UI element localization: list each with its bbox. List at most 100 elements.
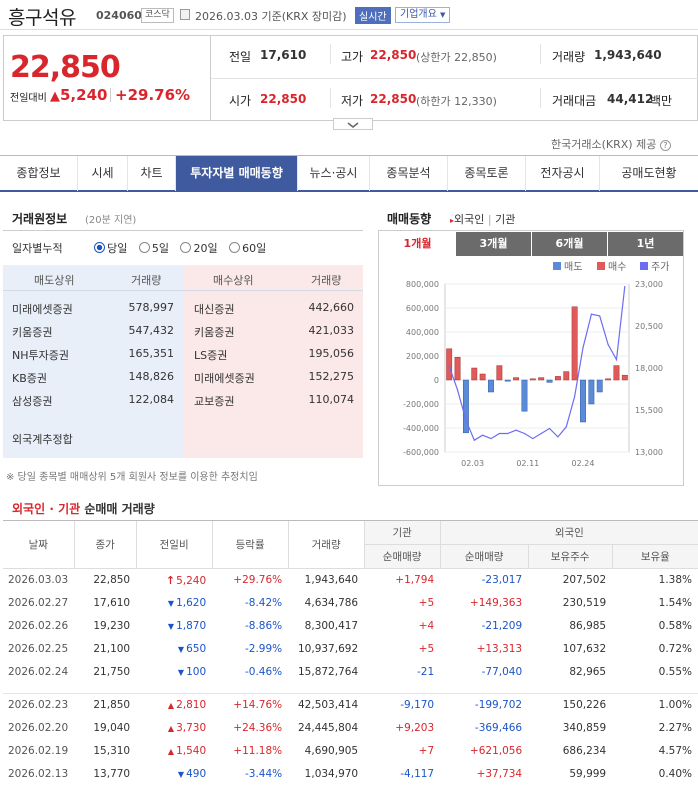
buy-broker-name[interactable]: LS증권 <box>194 349 228 362</box>
title-sep: · <box>49 502 54 516</box>
broker-title: 거래원정보 <box>12 212 68 226</box>
cell-volume: 10,937,692 <box>298 643 359 655</box>
corp-info-button[interactable]: 기업개요 ▼ <box>395 7 451 23</box>
cell-rate: -8.42% <box>244 597 283 609</box>
expand-button[interactable] <box>333 118 373 130</box>
up-arrow-icon <box>168 699 176 711</box>
y-right-tick: 15,500 <box>635 406 663 415</box>
radio-5day[interactable]: 5일 <box>138 242 169 255</box>
period-tab-1m[interactable]: 1개월 <box>379 232 455 256</box>
radio-label: 5일 <box>151 242 169 255</box>
divider <box>211 78 698 79</box>
cell-foreign-rate: 0.72% <box>658 643 692 655</box>
buy-broker-name[interactable]: 미래에셋증권 <box>194 372 255 385</box>
cell-inst-net: -21 <box>416 666 435 678</box>
institution-link[interactable]: 기관 <box>495 213 516 226</box>
radio-label: 당일 <box>107 242 128 255</box>
current-price: 22,850 <box>10 50 121 85</box>
radio-60day[interactable]: 60일 <box>229 242 266 255</box>
cell-foreign-hold: 230,519 <box>562 597 607 609</box>
y-left-tick: 400,000 <box>406 328 439 337</box>
row-gap <box>3 683 698 694</box>
market-badge: 코스닥 <box>141 8 174 23</box>
radio-20day[interactable]: 20일 <box>180 242 218 255</box>
lower-limit: (하한가 12,330) <box>416 95 497 108</box>
buy-broker-volume: 195,056 <box>308 347 355 360</box>
period-tab-3m[interactable]: 3개월 <box>455 232 531 256</box>
tab-overview[interactable]: 종합정보 <box>0 156 78 191</box>
cell-inst-net: +5 <box>418 643 435 655</box>
sell-broker-name[interactable]: NH투자증권 <box>12 349 69 362</box>
buy-broker-name[interactable]: 교보증권 <box>194 395 235 408</box>
cell-date: 2026.02.25 <box>8 643 69 655</box>
buy-broker-name[interactable]: 대신증권 <box>194 303 235 316</box>
date-value: 2026.03.03 <box>195 10 258 23</box>
buy-bar <box>563 371 570 381</box>
tab-quote[interactable]: 시세 <box>78 156 128 191</box>
trend-chart: 매도 매수 주가 800,000 600,000 400,000 200,000 0 -2… <box>403 261 669 468</box>
tab-news[interactable]: 뉴스·공시 <box>298 156 370 191</box>
cell-foreign-rate: 1.38% <box>658 574 692 587</box>
y-right-tick: 13,000 <box>635 448 663 457</box>
tab-analysis[interactable]: 종목분석 <box>370 156 448 191</box>
change-value: 1,620 <box>176 597 207 609</box>
sell-header: 매도상위 <box>34 274 75 287</box>
col-date: 날짜 <box>3 520 75 569</box>
cell-close: 22,850 <box>93 574 131 587</box>
up-arrow-icon <box>168 745 176 757</box>
radio-1day[interactable]: 당일 <box>94 242 127 255</box>
legend-sell-swatch <box>553 262 561 270</box>
cell-date: 2026.02.23 <box>8 699 69 712</box>
prev-close-value: 17,610 <box>260 48 307 62</box>
change-value: ▲5,240 <box>50 86 107 104</box>
cell-close: 21,750 <box>93 666 131 678</box>
tab-investor-trend[interactable]: 투자자별 매매동향 <box>176 156 298 191</box>
change-value: 3,730 <box>176 722 207 734</box>
change-value: 650 <box>186 643 207 655</box>
cell-date: 2026.02.13 <box>8 768 69 780</box>
foreign-link[interactable]: 외국인 <box>454 213 485 226</box>
tab-discussion[interactable]: 종목토론 <box>448 156 526 191</box>
tab-short-selling[interactable]: 공매도현황 <box>621 166 677 180</box>
amount-value: 44,412 <box>607 92 654 106</box>
sell-broker-name[interactable]: 삼성증권 <box>12 395 53 408</box>
legend: 매도 매수 주가 <box>553 261 669 273</box>
table-row: 2026.02.26 19,230 1,870 -8.86% 8,300,417… <box>3 615 698 638</box>
period-tab-1y[interactable]: 1년 <box>607 232 683 256</box>
cell-inst-net: -4,117 <box>400 768 435 780</box>
volume-label: 거래량 <box>552 50 586 64</box>
cell-volume: 15,872,764 <box>298 666 359 678</box>
cell-close: 15,310 <box>93 745 131 757</box>
help-icon[interactable]: ? <box>659 140 671 151</box>
radio-icon <box>94 242 106 253</box>
y-left-tick: -400,000 <box>403 424 439 433</box>
y-left-tick: 0 <box>434 376 439 385</box>
tab-disclosure[interactable]: 전자공시 <box>526 156 600 191</box>
col-institution: 기관 <box>363 520 441 545</box>
period-tab-6m[interactable]: 6개월 <box>531 232 607 256</box>
y-left-tick: -200,000 <box>403 400 439 409</box>
x-tick: 02.03 <box>461 459 484 468</box>
sell-broker-name[interactable]: KB증권 <box>12 372 47 385</box>
header-bar <box>0 0 698 30</box>
cell-date: 2026.02.26 <box>8 620 69 632</box>
table-row: 2026.02.27 17,610 1,620 -8.42% 4,634,786… <box>3 592 698 615</box>
buy-bar <box>538 377 545 381</box>
y-left-tick: 600,000 <box>406 304 439 313</box>
live-badge[interactable]: 실시간 <box>355 7 391 24</box>
buy-broker-name[interactable]: 키움증권 <box>194 326 235 339</box>
col-close: 종가 <box>73 520 137 569</box>
cell-volume: 4,634,786 <box>304 597 359 609</box>
cell-change: 5,240 <box>136 569 212 592</box>
sell-broker-name[interactable]: 미래에셋증권 <box>12 303 73 316</box>
stock-code: 024060 <box>96 9 142 22</box>
cell-close: 19,040 <box>93 722 131 734</box>
tab-chart[interactable]: 차트 <box>128 156 176 191</box>
cell-close: 13,770 <box>93 768 131 780</box>
sell-broker-name[interactable]: 키움증권 <box>12 326 53 339</box>
col-foreign: 외국인 <box>439 520 698 545</box>
sell-bar <box>588 379 595 405</box>
buy-panel <box>183 265 363 458</box>
foreign-total-label: 외국계추정합 <box>12 433 73 446</box>
table-row: 2026.02.25 21,100 650 -2.99% 10,937,692 … <box>3 638 698 661</box>
